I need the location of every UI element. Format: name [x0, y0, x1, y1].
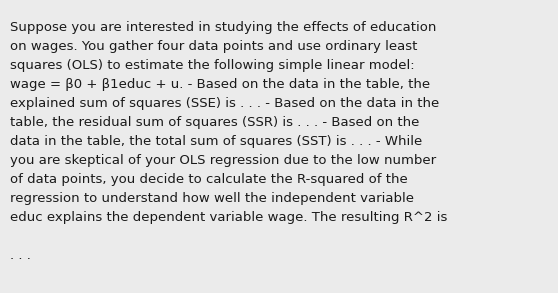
Text: Suppose you are interested in studying the effects of education
on wages. You ga: Suppose you are interested in studying t…: [10, 21, 448, 262]
